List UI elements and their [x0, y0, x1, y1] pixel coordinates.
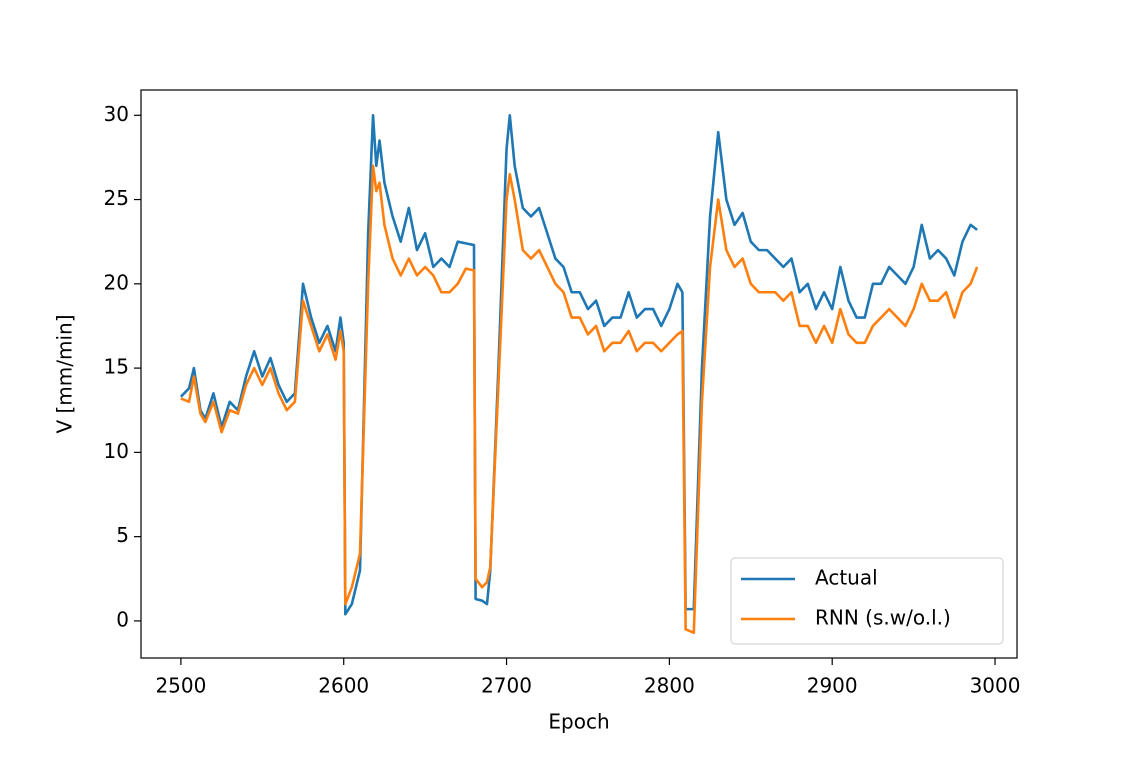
x-tick-label: 2600 [318, 674, 369, 698]
x-tick-label: 2700 [481, 674, 532, 698]
y-axis-label: V [mm/min] [53, 314, 77, 433]
legend-label: RNN (s.w/o.l.) [815, 606, 951, 630]
plot-frame [140, 89, 1018, 659]
y-tick-label: 20 [104, 270, 129, 294]
x-tick-label: 2900 [807, 674, 858, 698]
y-tick-label: 0 [116, 607, 129, 631]
y-tick-label: 10 [104, 439, 129, 463]
data-line [180, 164, 979, 635]
y-tick-label: 15 [104, 355, 129, 379]
x-tick-label: 3000 [970, 674, 1021, 698]
legend-box [730, 557, 1004, 645]
y-tick-label: 30 [104, 102, 129, 126]
x-tick-label: 2500 [155, 674, 206, 698]
y-tick-label: 5 [116, 523, 129, 547]
x-tick-label: 2800 [644, 674, 695, 698]
y-tick-label: 25 [104, 186, 129, 210]
data-line [179, 113, 978, 616]
x-axis-label: Epoch [548, 710, 609, 734]
legend-label: Actual [815, 566, 878, 590]
